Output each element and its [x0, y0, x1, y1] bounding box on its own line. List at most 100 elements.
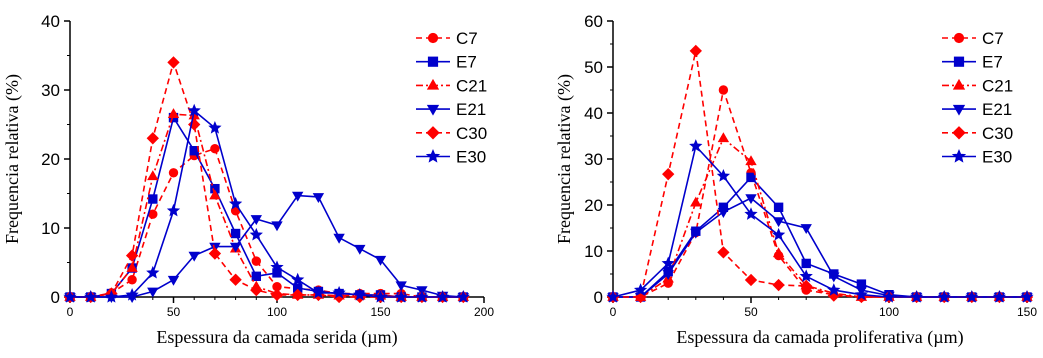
- x-tick-label: 50: [744, 305, 758, 319]
- series-line-c7: [613, 86, 1027, 298]
- data-point-e21: [188, 251, 200, 262]
- data-point-c7: [127, 275, 137, 285]
- data-point-e21: [800, 224, 812, 235]
- series-line-c30: [70, 59, 464, 298]
- legend-label: E7: [982, 53, 1003, 72]
- legend-item-e21: E21: [416, 100, 486, 119]
- data-point-e21: [690, 228, 702, 239]
- y-tick-label: 60: [584, 12, 603, 31]
- data-point-e30: [854, 287, 869, 301]
- data-point-e30: [332, 285, 346, 299]
- legend-item-c30: C30: [416, 124, 487, 143]
- data-point-c30: [250, 283, 263, 297]
- data-point-e21: [717, 208, 730, 218]
- data-point-e21: [333, 233, 345, 244]
- data-point-c30: [772, 278, 785, 292]
- legend-item-e7: E7: [416, 53, 477, 72]
- data-point-c30: [208, 247, 222, 260]
- y-axis-label: Frequencia relativa (%): [2, 74, 23, 244]
- data-point-e21: [395, 281, 407, 292]
- data-point-e21: [374, 255, 387, 266]
- legend-item-c21: C21: [416, 76, 487, 95]
- legend-marker: [952, 126, 966, 140]
- data-point-e30: [415, 290, 429, 303]
- data-point-e30: [799, 269, 813, 282]
- data-point-e21: [292, 191, 304, 202]
- data-point-c30: [744, 273, 758, 287]
- legend-label: E21: [982, 100, 1012, 119]
- data-point-e30: [394, 290, 408, 303]
- legend-item-c21: C21: [942, 76, 1013, 95]
- y-tick-label: 40: [41, 12, 60, 31]
- data-point-e21: [354, 244, 366, 255]
- data-point-e21: [312, 193, 325, 203]
- legend-marker: [427, 32, 439, 44]
- data-point-e21: [772, 217, 785, 228]
- data-point-c30: [146, 132, 159, 145]
- data-point-e7: [801, 258, 811, 269]
- y-tick-label: 10: [584, 242, 603, 261]
- y-tick-label: 20: [41, 150, 60, 169]
- data-point-e30: [166, 203, 181, 217]
- x-tick-label: 100: [879, 305, 899, 319]
- data-point-e30: [992, 290, 1007, 303]
- data-point-c30: [689, 44, 702, 58]
- legend-item-e30: E30: [416, 148, 486, 167]
- data-point-c30: [167, 56, 180, 69]
- data-point-e21: [250, 215, 262, 226]
- data-point-c7: [718, 85, 729, 95]
- series-c30: [63, 56, 470, 304]
- data-point-e30: [208, 120, 222, 134]
- series-line-c21: [613, 136, 1027, 298]
- data-point-e7: [148, 194, 158, 204]
- legend-item-c7: C7: [416, 29, 478, 48]
- y-tick-label: 30: [41, 81, 60, 100]
- data-point-e21: [167, 275, 180, 286]
- data-point-e30: [689, 139, 703, 152]
- data-point-c21: [147, 170, 159, 181]
- data-point-e30: [104, 290, 119, 303]
- data-point-e30: [84, 290, 98, 303]
- data-point-e30: [771, 227, 786, 241]
- data-point-e30: [125, 287, 139, 301]
- data-point-e30: [937, 290, 951, 303]
- data-point-e7: [773, 202, 784, 213]
- legend-label: E7: [456, 53, 477, 72]
- data-point-c7: [168, 168, 179, 178]
- legend-marker: [427, 56, 439, 67]
- y-tick-label: 0: [594, 288, 603, 307]
- data-point-e21: [229, 242, 242, 253]
- legend-label: E30: [982, 148, 1012, 167]
- data-point-e30: [882, 290, 896, 303]
- legend-marker: [951, 148, 967, 163]
- data-point-e30: [827, 283, 841, 296]
- data-point-e21: [828, 272, 840, 283]
- x-tick-label: 150: [1017, 305, 1037, 319]
- data-point-e30: [744, 207, 758, 220]
- data-point-c30: [229, 273, 242, 286]
- data-point-e30: [435, 290, 450, 303]
- y-tick-label: 30: [584, 150, 603, 169]
- legend-marker: [952, 104, 966, 116]
- legend-label: C7: [982, 29, 1004, 48]
- data-point-e30: [456, 290, 470, 303]
- legend-label: C30: [982, 124, 1013, 143]
- data-point-e30: [606, 290, 620, 303]
- data-point-e30: [909, 290, 924, 303]
- data-point-e7: [746, 172, 756, 183]
- series-c21: [64, 108, 469, 301]
- y-tick-label: 20: [584, 196, 603, 215]
- legend-label: E21: [456, 100, 486, 119]
- legend-label: C30: [456, 124, 487, 143]
- data-point-e21: [147, 287, 159, 298]
- y-tick-label: 0: [51, 288, 60, 307]
- data-point-c21: [167, 108, 180, 119]
- data-point-c21: [717, 132, 730, 143]
- y-tick-label: 40: [584, 104, 603, 123]
- data-point-c30: [662, 168, 675, 181]
- x-tick-label: 0: [610, 305, 617, 319]
- legend-item-e30: E30: [942, 148, 1012, 167]
- series-e30: [63, 103, 470, 303]
- legend-marker: [426, 104, 440, 116]
